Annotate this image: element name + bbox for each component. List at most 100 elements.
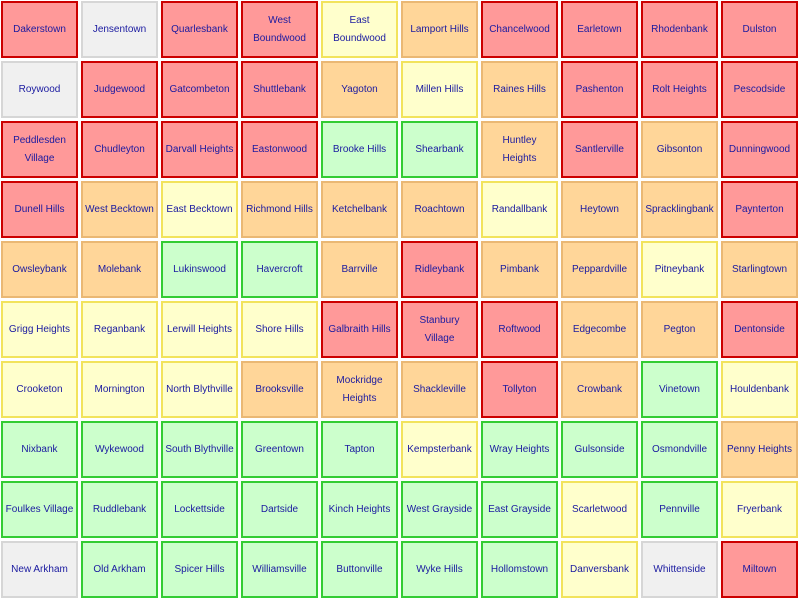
- suburb-cell-spracklingbank[interactable]: Spracklingbank: [641, 181, 718, 238]
- suburb-cell-houldenbank[interactable]: Houldenbank: [721, 361, 798, 418]
- suburb-cell-galbraith-hills[interactable]: Galbraith Hills: [321, 301, 398, 358]
- suburb-cell-richmond-hills[interactable]: Richmond Hills: [241, 181, 318, 238]
- suburb-cell-peppardville[interactable]: Peppardville: [561, 241, 638, 298]
- suburb-cell-wyke-hills[interactable]: Wyke Hills: [401, 541, 478, 598]
- suburb-cell-owsleybank[interactable]: Owsleybank: [1, 241, 78, 298]
- suburb-cell-mornington[interactable]: Mornington: [81, 361, 158, 418]
- suburb-cell-west-grayside[interactable]: West Grayside: [401, 481, 478, 538]
- suburb-cell-spicer-hills[interactable]: Spicer Hills: [161, 541, 238, 598]
- suburb-cell-millen-hills[interactable]: Millen Hills: [401, 61, 478, 118]
- suburb-cell-kinch-heights[interactable]: Kinch Heights: [321, 481, 398, 538]
- suburb-cell-lamport-hills[interactable]: Lamport Hills: [401, 1, 478, 58]
- suburb-cell-osmondville[interactable]: Osmondville: [641, 421, 718, 478]
- suburb-cell-pimbank[interactable]: Pimbank: [481, 241, 558, 298]
- suburb-cell-gatcombeton[interactable]: Gatcombeton: [161, 61, 238, 118]
- suburb-cell-dunningwood[interactable]: Dunningwood: [721, 121, 798, 178]
- suburb-cell-gibsonton[interactable]: Gibsonton: [641, 121, 718, 178]
- suburb-cell-dakerstown[interactable]: Dakerstown: [1, 1, 78, 58]
- suburb-cell-grigg-heights[interactable]: Grigg Heights: [1, 301, 78, 358]
- suburb-cell-shearbank[interactable]: Shearbank: [401, 121, 478, 178]
- suburb-cell-havercroft[interactable]: Havercroft: [241, 241, 318, 298]
- suburb-cell-east-grayside[interactable]: East Grayside: [481, 481, 558, 538]
- suburb-cell-pescodside[interactable]: Pescodside: [721, 61, 798, 118]
- suburb-cell-heytown[interactable]: Heytown: [561, 181, 638, 238]
- suburb-cell-vinetown[interactable]: Vinetown: [641, 361, 718, 418]
- suburb-cell-nixbank[interactable]: Nixbank: [1, 421, 78, 478]
- suburb-cell-shore-hills[interactable]: Shore Hills: [241, 301, 318, 358]
- suburb-cell-roachtown[interactable]: Roachtown: [401, 181, 478, 238]
- suburb-cell-fryerbank[interactable]: Fryerbank: [721, 481, 798, 538]
- suburb-cell-pennville[interactable]: Pennville: [641, 481, 718, 538]
- suburb-cell-paynterton[interactable]: Paynterton: [721, 181, 798, 238]
- suburb-cell-jensentown[interactable]: Jensentown: [81, 1, 158, 58]
- suburb-cell-pashenton[interactable]: Pashenton: [561, 61, 638, 118]
- suburb-cell-darvall-heights[interactable]: Darvall Heights: [161, 121, 238, 178]
- suburb-cell-shackleville[interactable]: Shackleville: [401, 361, 478, 418]
- suburb-cell-santlerville[interactable]: Santlerville: [561, 121, 638, 178]
- suburb-cell-ridleybank[interactable]: Ridleybank: [401, 241, 478, 298]
- suburb-cell-lockettside[interactable]: Lockettside: [161, 481, 238, 538]
- suburb-cell-new-arkham[interactable]: New Arkham: [1, 541, 78, 598]
- suburb-cell-dulston[interactable]: Dulston: [721, 1, 798, 58]
- suburb-cell-wykewood[interactable]: Wykewood: [81, 421, 158, 478]
- suburb-cell-barrville[interactable]: Barrville: [321, 241, 398, 298]
- suburb-cell-kempsterbank[interactable]: Kempsterbank: [401, 421, 478, 478]
- suburb-cell-mockridge-heights[interactable]: Mockridge Heights: [321, 361, 398, 418]
- suburb-cell-pitneybank[interactable]: Pitneybank: [641, 241, 718, 298]
- suburb-cell-buttonville[interactable]: Buttonville: [321, 541, 398, 598]
- suburb-cell-stanbury-village[interactable]: Stanbury Village: [401, 301, 478, 358]
- suburb-cell-molebank[interactable]: Molebank: [81, 241, 158, 298]
- suburb-cell-eastonwood[interactable]: Eastonwood: [241, 121, 318, 178]
- suburb-cell-miltown[interactable]: Miltown: [721, 541, 798, 598]
- suburb-cell-crooketon[interactable]: Crooketon: [1, 361, 78, 418]
- suburb-cell-west-boundwood[interactable]: West Boundwood: [241, 1, 318, 58]
- suburb-cell-lerwill-heights[interactable]: Lerwill Heights: [161, 301, 238, 358]
- suburb-cell-yagoton[interactable]: Yagoton: [321, 61, 398, 118]
- suburb-cell-whittenside[interactable]: Whittenside: [641, 541, 718, 598]
- suburb-cell-reganbank[interactable]: Reganbank: [81, 301, 158, 358]
- suburb-cell-east-becktown[interactable]: East Becktown: [161, 181, 238, 238]
- suburb-cell-rhodenbank[interactable]: Rhodenbank: [641, 1, 718, 58]
- suburb-cell-chudleyton[interactable]: Chudleyton: [81, 121, 158, 178]
- suburb-cell-quarlesbank[interactable]: Quarlesbank: [161, 1, 238, 58]
- suburb-cell-chancelwood[interactable]: Chancelwood: [481, 1, 558, 58]
- suburb-cell-huntley-heights[interactable]: Huntley Heights: [481, 121, 558, 178]
- suburb-cell-north-blythville[interactable]: North Blythville: [161, 361, 238, 418]
- suburb-cell-rolt-heights[interactable]: Rolt Heights: [641, 61, 718, 118]
- suburb-cell-ketchelbank[interactable]: Ketchelbank: [321, 181, 398, 238]
- suburb-cell-west-becktown[interactable]: West Becktown: [81, 181, 158, 238]
- suburb-cell-greentown[interactable]: Greentown: [241, 421, 318, 478]
- suburb-cell-shuttlebank[interactable]: Shuttlebank: [241, 61, 318, 118]
- suburb-cell-brooke-hills[interactable]: Brooke Hills: [321, 121, 398, 178]
- suburb-cell-roftwood[interactable]: Roftwood: [481, 301, 558, 358]
- suburb-cell-peddlesden-village[interactable]: Peddlesden Village: [1, 121, 78, 178]
- suburb-cell-williamsville[interactable]: Williamsville: [241, 541, 318, 598]
- suburb-cell-old-arkham[interactable]: Old Arkham: [81, 541, 158, 598]
- suburb-cell-east-boundwood[interactable]: East Boundwood: [321, 1, 398, 58]
- suburb-cell-roywood[interactable]: Roywood: [1, 61, 78, 118]
- suburb-cell-south-blythville[interactable]: South Blythville: [161, 421, 238, 478]
- suburb-cell-earletown[interactable]: Earletown: [561, 1, 638, 58]
- suburb-cell-lukinswood[interactable]: Lukinswood: [161, 241, 238, 298]
- suburb-cell-penny-heights[interactable]: Penny Heights: [721, 421, 798, 478]
- suburb-cell-judgewood[interactable]: Judgewood: [81, 61, 158, 118]
- suburb-cell-hollomstown[interactable]: Hollomstown: [481, 541, 558, 598]
- suburb-cell-foulkes-village[interactable]: Foulkes Village: [1, 481, 78, 538]
- suburb-cell-ruddlebank[interactable]: Ruddlebank: [81, 481, 158, 538]
- suburb-cell-tollyton[interactable]: Tollyton: [481, 361, 558, 418]
- suburb-cell-wray-heights[interactable]: Wray Heights: [481, 421, 558, 478]
- suburb-cell-dunell-hills[interactable]: Dunell Hills: [1, 181, 78, 238]
- suburb-cell-edgecombe[interactable]: Edgecombe: [561, 301, 638, 358]
- suburb-cell-starlingtown[interactable]: Starlingtown: [721, 241, 798, 298]
- suburb-cell-scarletwood[interactable]: Scarletwood: [561, 481, 638, 538]
- suburb-cell-pegton[interactable]: Pegton: [641, 301, 718, 358]
- suburb-cell-dentonside[interactable]: Dentonside: [721, 301, 798, 358]
- suburb-cell-raines-hills[interactable]: Raines Hills: [481, 61, 558, 118]
- suburb-cell-gulsonside[interactable]: Gulsonside: [561, 421, 638, 478]
- suburb-cell-crowbank[interactable]: Crowbank: [561, 361, 638, 418]
- suburb-cell-brooksville[interactable]: Brooksville: [241, 361, 318, 418]
- suburb-cell-dartside[interactable]: Dartside: [241, 481, 318, 538]
- suburb-cell-tapton[interactable]: Tapton: [321, 421, 398, 478]
- suburb-cell-danversbank[interactable]: Danversbank: [561, 541, 638, 598]
- suburb-cell-randallbank[interactable]: Randallbank: [481, 181, 558, 238]
